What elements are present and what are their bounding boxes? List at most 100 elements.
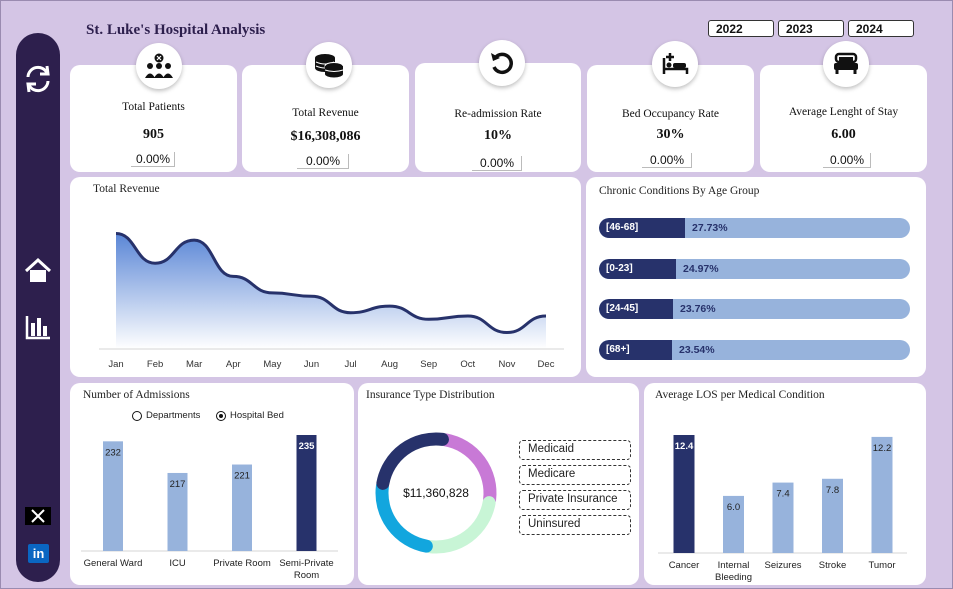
hospital-bed-option[interactable]: Hospital Bed (216, 410, 284, 421)
kpi-change: 0.00% (642, 153, 692, 168)
month-tick-label: Sep (420, 359, 437, 370)
linkedin-icon[interactable]: in (28, 544, 49, 563)
hospital-bed-label: Hospital Bed (230, 410, 284, 421)
month-tick-label: Apr (226, 359, 241, 370)
revenue-area-chart: Jan Feb Mar Apr May Jun Jul Aug Sep Oct Nov Dec (99, 232, 564, 370)
admissions-bar-chart: 232 General Ward 217 ICU 221 Private Room 235 S… (81, 435, 338, 581)
donut-segment[interactable] (439, 433, 497, 506)
month-tick-label: Aug (381, 359, 398, 370)
revenue-panel-title: Total Revenue (93, 183, 160, 195)
kpi-label: Total Patients (122, 101, 185, 113)
bar-category-label: Seizures (765, 560, 802, 571)
legend-medicaid[interactable]: Medicaid (519, 440, 631, 460)
coins-icon (306, 42, 352, 88)
month-tick-label: Jan (108, 359, 123, 370)
month-tick-label: Jun (304, 359, 319, 370)
hospital-bed-radio[interactable] (216, 410, 226, 421)
bed-plus-icon (652, 41, 698, 87)
chart-bar[interactable] (296, 435, 317, 551)
departments-radio[interactable] (132, 410, 142, 421)
kpi-value: 10% (484, 128, 512, 143)
bar-data-label: 232 (105, 447, 121, 458)
kpi-change: 0.00% (823, 153, 871, 168)
insurance-panel: Insurance Type Distribution $11,360,828 … (358, 383, 639, 585)
chart-bar[interactable] (167, 472, 188, 551)
revenue-line (115, 232, 547, 335)
departments-label: Departments (146, 410, 201, 421)
bar-category-label: Stroke (819, 560, 846, 571)
legend-uninsured[interactable]: Uninsured (519, 515, 631, 535)
age-group-label: [46-68] (606, 222, 639, 233)
bar-data-label: 12.4 (675, 441, 694, 452)
revenue-area (116, 233, 546, 349)
chart-bar[interactable] (103, 441, 123, 551)
sidebar: in (16, 33, 60, 582)
month-tick-label: May (263, 359, 281, 370)
bar-category-label: Cancer (669, 560, 700, 571)
bar-category-label: Bleeding (715, 572, 752, 583)
age-group-value: 27.73% (692, 222, 728, 234)
kpi-value: $16,308,086 (290, 129, 361, 144)
bar-data-label: 235 (299, 441, 316, 452)
bar-data-label: 7.8 (826, 485, 839, 496)
home-icon[interactable] (22, 255, 54, 287)
readmission-icon (479, 40, 525, 86)
x-logo-icon[interactable] (25, 507, 51, 525)
chart-bar[interactable] (822, 478, 843, 553)
bar-data-label: 6.0 (727, 502, 740, 513)
legend-private-insurance[interactable]: Private Insurance (519, 490, 631, 510)
los-panel: Average LOS per Medical Condition 12.4 Ca… (644, 383, 926, 585)
insurance-total: $11,360,828 (403, 486, 469, 500)
month-tick-label: Feb (147, 359, 163, 370)
kpi-change: 0.00% (297, 154, 349, 169)
age-group-value: 24.97% (683, 262, 719, 275)
bar-category-label: Private Room (213, 558, 271, 569)
bar-category-label: Room (294, 570, 319, 581)
refresh-icon[interactable] (20, 61, 56, 97)
chart-bar[interactable] (772, 482, 794, 553)
chart-bar[interactable] (673, 435, 695, 553)
bar-data-label: 221 (234, 471, 250, 482)
year-2023-button[interactable]: 2023 (778, 20, 844, 37)
page-title: St. Luke's Hospital Analysis (86, 22, 266, 38)
insurance-donut-chart (375, 432, 497, 554)
chronic-panel: Chronic Conditions By Age Group [46-68] 2… (586, 177, 926, 377)
bar-data-label: 12.2 (873, 443, 892, 454)
bar-category-label: Semi-Private (279, 558, 333, 569)
los-panel-title: Average LOS per Medical Condition (655, 389, 825, 401)
chart-bar[interactable] (232, 464, 252, 551)
bar-category-label: ICU (169, 558, 186, 569)
age-group-label: [24-45] (606, 303, 639, 314)
bar-chart-icon[interactable] (22, 311, 54, 343)
age-group-fill: [24-45] (599, 299, 673, 319)
kpi-label: Average Lenght of Stay (788, 106, 899, 118)
donut-segment[interactable] (375, 480, 433, 553)
kpi-label: Total Revenue (292, 107, 359, 119)
patients-icon (136, 43, 182, 89)
month-tick-label: Mar (186, 359, 202, 370)
kpi-label: Re-admission Rate (454, 108, 542, 120)
donut-segment[interactable] (376, 432, 449, 490)
bar-data-label: 217 (170, 479, 186, 490)
chart-bar[interactable] (871, 436, 893, 553)
year-2024-button[interactable]: 2024 (848, 20, 914, 37)
age-group-bar: [0-23] 24.97% (599, 258, 910, 279)
insurance-panel-title: Insurance Type Distribution (366, 389, 495, 401)
legend-medicare[interactable]: Medicare (519, 465, 631, 485)
age-group-value: 23.54% (679, 343, 715, 356)
month-tick-label: Nov (498, 359, 515, 370)
age-group-fill: [46-68] (599, 218, 685, 238)
departments-option[interactable]: Departments (132, 410, 200, 421)
admissions-panel-title: Number of Admissions (83, 389, 190, 401)
kpi-change: 0.00% (472, 156, 522, 171)
chart-bar[interactable] (723, 495, 744, 553)
kpi-value: 6.00 (831, 127, 856, 142)
kpi-value: 30% (656, 127, 685, 142)
age-group-fill: [0-23] (599, 258, 676, 279)
year-2022-button[interactable]: 2022 (708, 20, 774, 37)
kpi-value: 905 (143, 127, 164, 142)
admissions-panel: Number of Admissions Departments Hospita… (70, 383, 354, 585)
donut-segment[interactable] (423, 496, 496, 554)
age-group-fill: [68+] (599, 339, 672, 360)
